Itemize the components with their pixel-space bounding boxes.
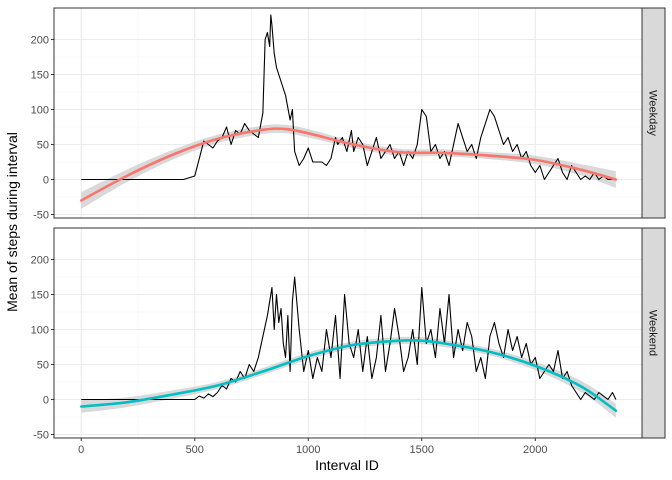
y-tick-label: 150: [31, 290, 49, 302]
y-tick-label: -50: [33, 430, 49, 442]
panel-weekend: -50 0 50 100 150 200 Weekend 0 500 1000 1500 2000: [31, 227, 666, 456]
x-tick-label: 500: [186, 444, 204, 456]
y-tick-label: 100: [31, 105, 49, 117]
facet-strip: [641, 227, 666, 439]
y-axis-title: Mean of steps during interval: [4, 132, 20, 312]
y-tick-label: -50: [33, 210, 49, 222]
facet-strip-label: Weekday: [647, 90, 659, 136]
facet-strip-label: Weekend: [647, 310, 659, 356]
x-tick-label: 1000: [296, 444, 320, 456]
y-tick-label: 50: [37, 360, 49, 372]
y-tick-label: 200: [31, 255, 49, 267]
panels: -50 0 50 100 150 200 Weekday -50 0 50 100 150 200 Wee…: [31, 7, 666, 456]
x-tick-label: 2000: [523, 444, 547, 456]
y-tick-label: 150: [31, 70, 49, 82]
panel-background: [54, 8, 642, 218]
y-tick-label: 0: [43, 395, 49, 407]
x-tick-label: 1500: [410, 444, 434, 456]
panel-weekday: -50 0 50 100 150 200 Weekday: [31, 7, 666, 222]
y-tick-label: 50: [37, 140, 49, 152]
y-tick-label: 0: [43, 175, 49, 187]
x-axis-title: Interval ID: [315, 457, 379, 473]
series-line-mean-steps: [81, 276, 617, 401]
series-line-mean-steps: [81, 14, 616, 181]
x-tick-label: 0: [78, 444, 84, 456]
smooth-trend-line: [79, 127, 618, 202]
facet-strip: [641, 7, 666, 219]
y-tick-label: 200: [31, 35, 49, 47]
smooth-trend-line: [79, 338, 618, 412]
y-tick-label: 100: [31, 325, 49, 337]
